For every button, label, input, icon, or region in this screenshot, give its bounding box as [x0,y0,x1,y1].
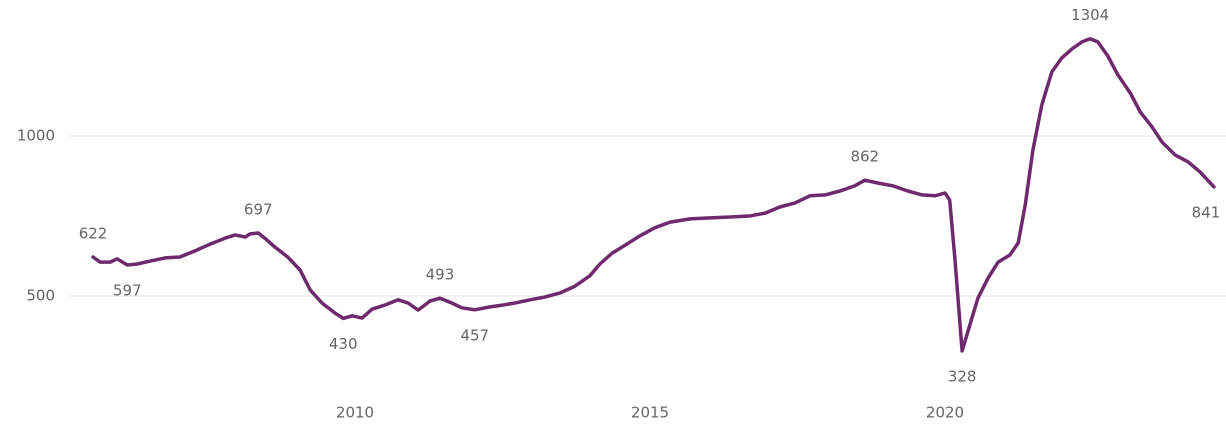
data-label: 1304 [1071,6,1109,24]
x-tick-label: 2015 [631,404,669,422]
y-tick-label: 500 [26,287,55,305]
data-label: 597 [113,281,142,299]
y-tick-label: 1000 [17,127,55,145]
data-label: 841 [1192,203,1221,221]
line [91,36,1216,353]
data-label: 622 [79,224,108,242]
data-label: 457 [460,326,489,344]
x-tick-label: 2020 [926,404,964,422]
data-label: 430 [329,335,358,353]
data-label: 862 [850,148,879,166]
data-label: 493 [426,266,455,284]
x-tick-label: 2010 [336,404,374,422]
data-label: 697 [244,200,273,218]
data-label: 328 [948,368,977,386]
